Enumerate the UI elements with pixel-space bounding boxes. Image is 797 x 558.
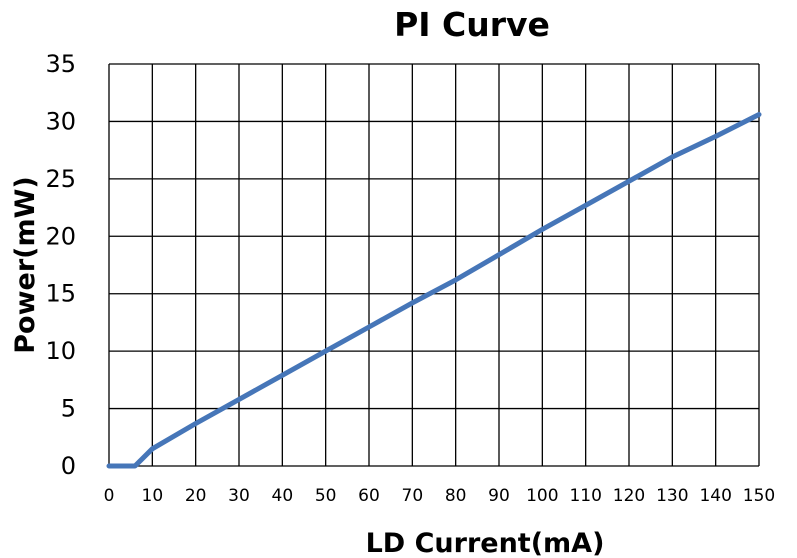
x-tick-label: 70	[402, 486, 424, 506]
x-tick-label: 110	[569, 486, 601, 506]
y-tick-label: 5	[61, 395, 76, 423]
x-tick-label: 50	[315, 486, 337, 506]
x-axis-label: LD Current(mA)	[366, 528, 605, 558]
power-series-line	[106, 112, 762, 469]
y-tick-label: 35	[45, 50, 76, 78]
x-tick-label: 30	[228, 486, 250, 506]
x-tick-label: 40	[272, 486, 294, 506]
y-tick-label: 25	[45, 165, 76, 193]
x-tick-label: 10	[142, 486, 164, 506]
x-tick-label: 90	[488, 486, 510, 506]
x-tick-label: 80	[445, 486, 467, 506]
x-tick-label: 140	[699, 486, 731, 506]
x-tick-label: 150	[743, 486, 775, 506]
series-group	[106, 112, 762, 469]
x-tick-label: 0	[104, 486, 115, 506]
chart-title: PI Curve	[394, 5, 550, 44]
y-tick-label: 15	[45, 280, 76, 308]
x-tick-label: 20	[185, 486, 207, 506]
plot-grid	[108, 63, 760, 467]
y-tick-label: 10	[45, 337, 76, 365]
x-axis-ticks: 0 10 20 30 40 50 60 70 80 90 100 110 120 130 140 150	[104, 486, 776, 506]
x-tick-label: 120	[613, 486, 645, 506]
y-tick-label: 30	[45, 107, 76, 135]
x-tick-label: 130	[656, 486, 688, 506]
x-tick-label: 100	[526, 486, 558, 506]
y-tick-label: 0	[61, 452, 76, 480]
x-tick-label: 60	[358, 486, 380, 506]
y-axis-label: Power(mW)	[10, 176, 41, 354]
y-tick-label: 20	[45, 222, 76, 250]
y-axis-ticks: 0 5 10 15 20 25 30 35	[45, 50, 76, 480]
